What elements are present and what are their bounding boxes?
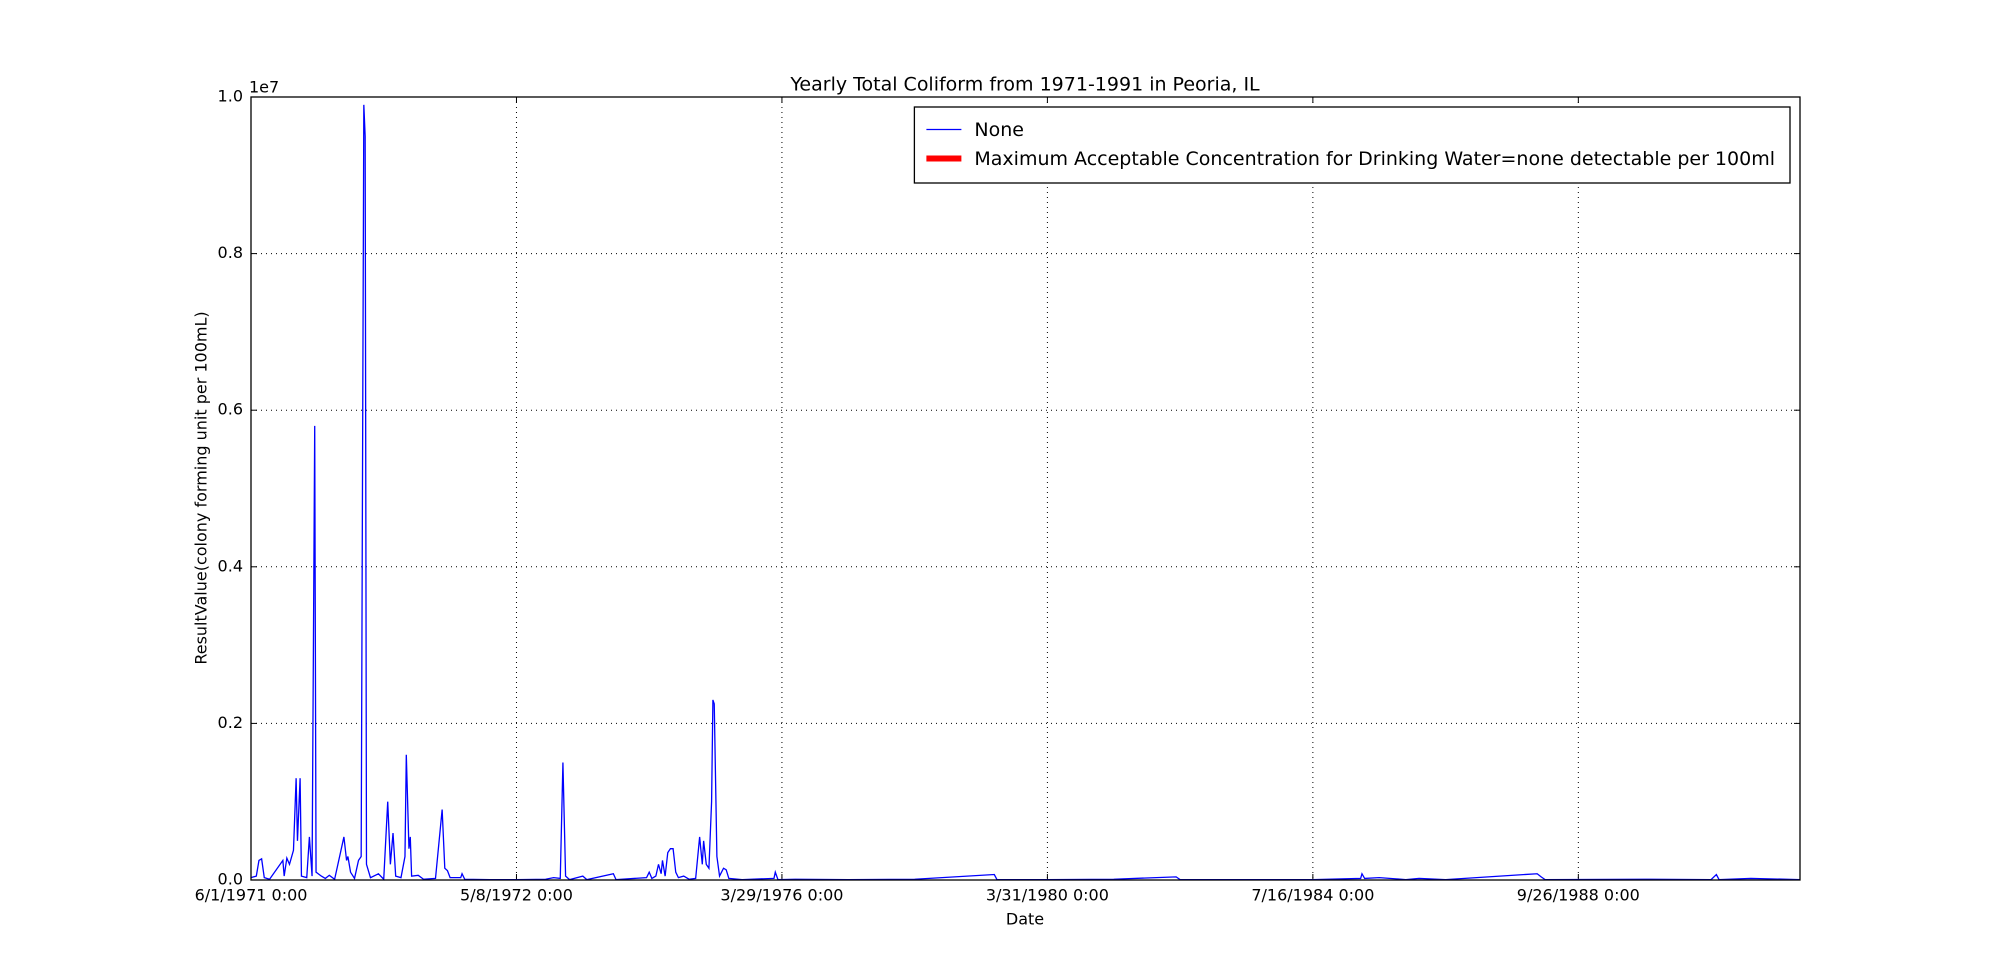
legend-label: None [974,119,1024,141]
y-tick-label: 0.0 [218,870,243,889]
y-tick-label: 1.0 [218,87,243,106]
y-offset-label: 1e7 [249,78,279,97]
x-tick-label: 9/26/1988 0:00 [1517,886,1640,905]
y-tick-label: 0.4 [218,556,243,575]
plot-frame [250,96,1801,881]
y-axis-title: ResultValue(colony forming unit per 100m… [192,311,211,664]
legend-label: Maximum Acceptable Concentration for Dri… [974,148,1775,170]
x-tick-label: 3/29/1976 0:00 [720,886,843,905]
x-tick-label: 5/8/1972 0:00 [460,886,573,905]
y-tick-label: 0.8 [218,243,243,262]
y-tick-label: 0.2 [218,713,243,732]
x-tick-label: 3/31/1980 0:00 [986,886,1109,905]
y-tick-label: 0.6 [218,400,243,419]
chart-title: Yearly Total Coliform from 1971-1991 in … [789,74,1260,96]
x-axis-title: Date [1006,910,1044,929]
x-tick-label: 7/16/1984 0:00 [1251,886,1374,905]
x-tick-label: 6/1/1971 0:00 [195,886,308,905]
legend-box [913,106,1791,184]
